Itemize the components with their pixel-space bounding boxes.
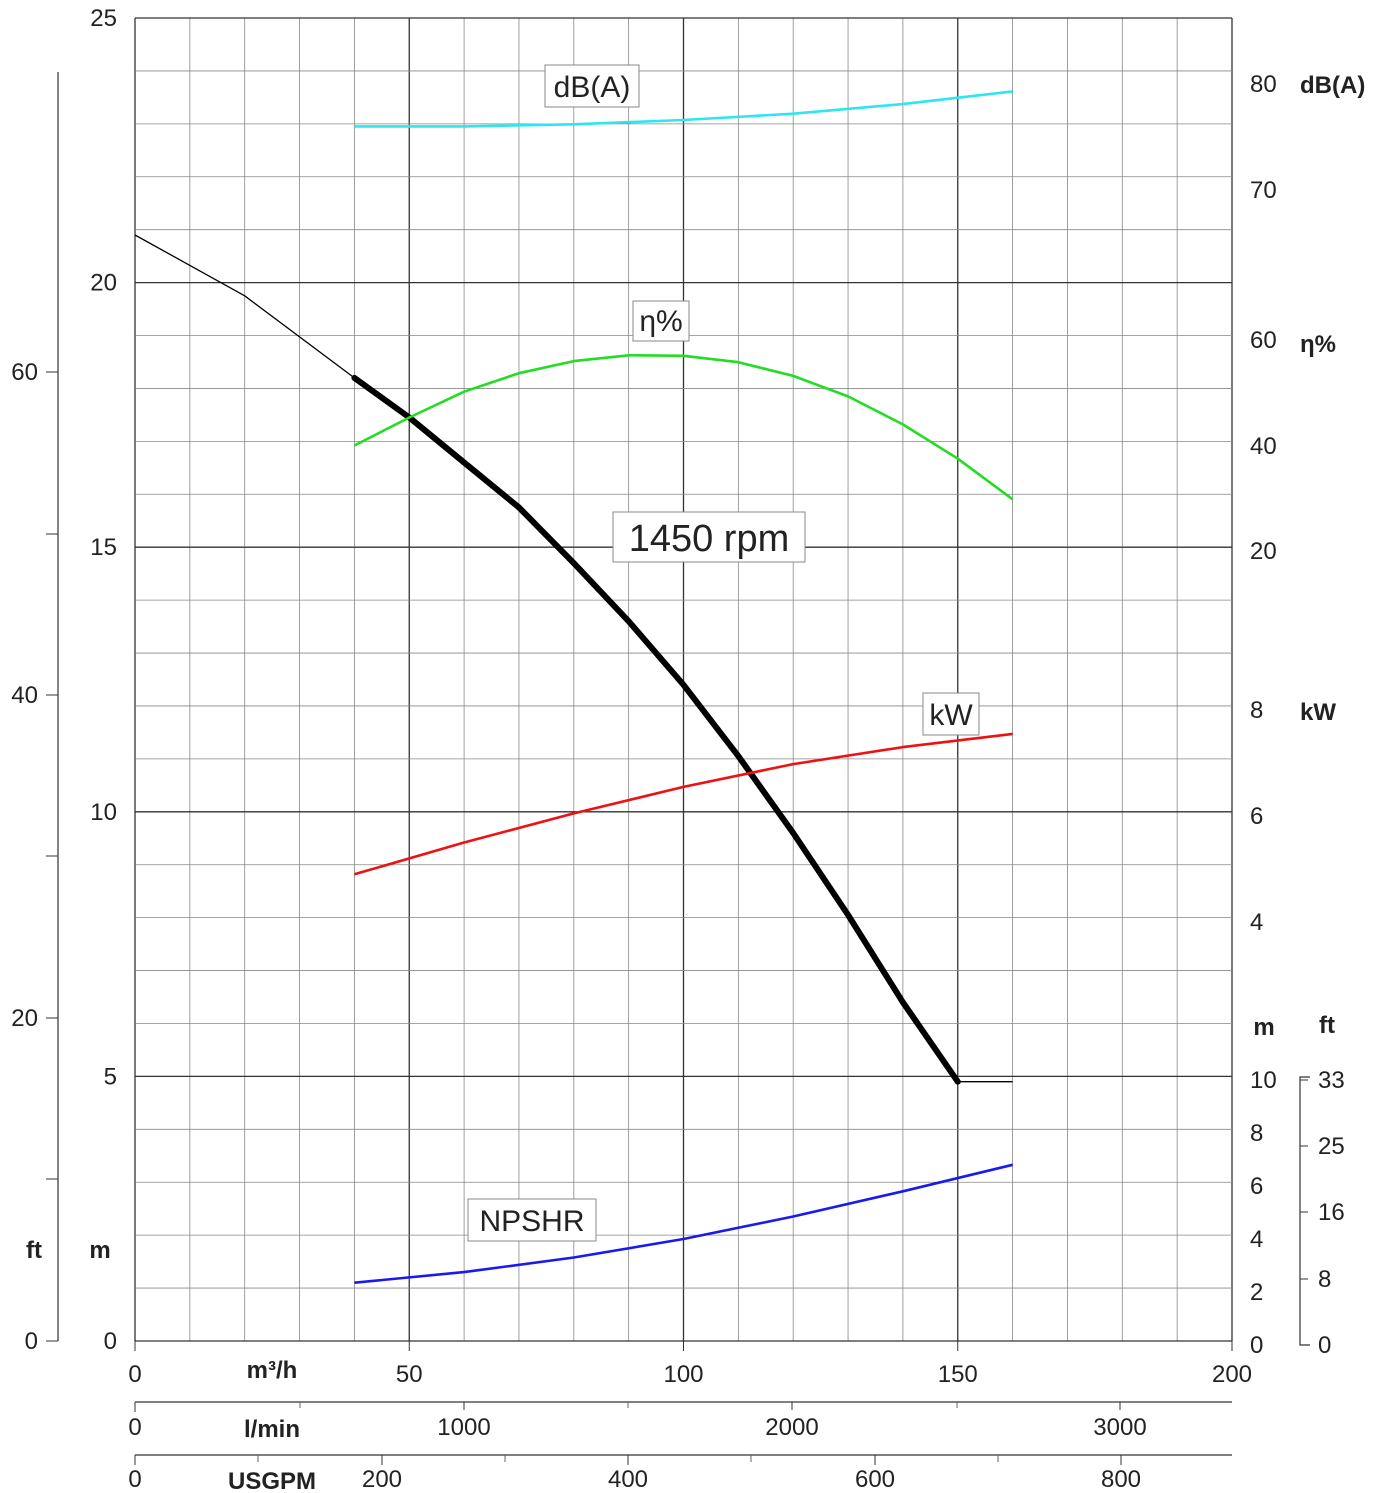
npsh-ft-axis-unit: ft (1319, 1012, 1335, 1039)
db-tick-label: 80 (1250, 71, 1277, 98)
npsh-ft-tick-label: 25 (1318, 1133, 1345, 1160)
speed-label: 1450 rpm (612, 511, 806, 563)
head-m-axis-unit: m (89, 1237, 110, 1264)
db-axis-unit: dB(A) (1300, 72, 1365, 99)
npsh-m-curve (354, 1163, 1013, 1284)
npshr-curve-label-text: NPSHR (479, 1205, 584, 1238)
npsh-m-tick-label: 10 (1250, 1067, 1277, 1094)
head-ft-tick-label: 40 (11, 682, 38, 709)
flow-usgpm-tick-label: 0 (128, 1466, 141, 1493)
head-m-tick-label: 0 (104, 1328, 117, 1355)
npshr-curve-label: NPSHR (467, 1198, 597, 1242)
db-tick-label: 70 (1250, 177, 1277, 204)
npsh-ft-tick-label: 8 (1318, 1266, 1331, 1293)
chart-curves (134, 90, 1014, 1284)
kw-curve (354, 732, 1013, 876)
flow-m3h-tick-label: 0 (128, 1361, 141, 1388)
kw-tick-label: 4 (1250, 909, 1263, 936)
flow-lmin-tick-label: 2000 (765, 1414, 818, 1441)
flow-lmin-tick-label: 1000 (437, 1414, 490, 1441)
db-curve-label-text: dB(A) (554, 71, 631, 104)
kw-tick-label: 8 (1250, 697, 1263, 724)
eff-axis-unit: η% (1300, 331, 1336, 358)
chart-labels: dB(A) η% 1450 rpm kW NPSHR (467, 64, 980, 1242)
kw-tick-label: 6 (1250, 803, 1263, 830)
npsh-m-tick-label: 4 (1250, 1226, 1263, 1253)
db-curve-label: dB(A) (544, 64, 640, 108)
head-ft-tick-label: 0 (25, 1328, 38, 1355)
flow-usgpm-tick-label: 200 (362, 1466, 402, 1493)
npsh-ft-axis-line (1299, 1076, 1310, 1346)
eff-tick-label: 40 (1250, 433, 1277, 460)
flow-usgpm-tick-label: 400 (608, 1466, 648, 1493)
flow-m3h-axis-unit: m³/h (247, 1357, 298, 1384)
eff-tick-label: 20 (1250, 538, 1277, 565)
flow-m3h-tick-label: 50 (396, 1361, 423, 1388)
npsh-ft-tick-label: 0 (1318, 1332, 1331, 1359)
eff-tick-label: 60 (1250, 327, 1277, 354)
head-ft-tick-label: 20 (11, 1005, 38, 1032)
eff-curve (353, 353, 1014, 501)
head-curve-operating-range (351, 374, 961, 1085)
flow-usgpm-axis-unit: USGPM (228, 1468, 316, 1493)
flow-lmin-tick-label: 3000 (1093, 1414, 1146, 1441)
npsh-ft-tick-label: 16 (1318, 1199, 1345, 1226)
flow-usgpm-tick-label: 800 (1101, 1466, 1141, 1493)
head-ft-axis-unit: ft (26, 1237, 42, 1264)
npsh-m-tick-label: 8 (1250, 1120, 1263, 1147)
npsh-m-tick-label: 0 (1250, 1332, 1263, 1359)
npsh-m-tick-label: 2 (1250, 1279, 1263, 1306)
eff-curve-label-text: η% (639, 305, 682, 338)
db-curve (354, 90, 1013, 128)
flow-m3h-tick-label: 100 (663, 1361, 703, 1388)
kw-curve-label-text: kW (929, 699, 973, 732)
flow-usgpm-tick-label: 600 (855, 1466, 895, 1493)
head-m-tick-label: 25 (90, 5, 117, 32)
head-ft-tick-label: 60 (11, 359, 38, 386)
npsh-m-axis-unit: m (1253, 1014, 1274, 1041)
flow-m3h-tick-label: 150 (938, 1361, 978, 1388)
flow-lmin-tick-label: 0 (128, 1414, 141, 1441)
kw-axis-unit: kW (1300, 699, 1336, 726)
npsh-ft-tick-label: 33 (1318, 1067, 1345, 1094)
speed-label-text: 1450 rpm (629, 518, 790, 560)
npsh-m-tick-label: 6 (1250, 1173, 1263, 1200)
head-m-tick-label: 10 (90, 799, 117, 826)
flow-m3h-tick-label: 200 (1212, 1361, 1252, 1388)
head-m-tick-label: 15 (90, 534, 117, 561)
flow-lmin-axis-unit: l/min (244, 1416, 300, 1443)
head-m-tick-label: 5 (104, 1063, 117, 1090)
eff-curve-label: η% (632, 300, 690, 342)
chart-grid (134, 17, 1233, 1342)
head-m-tick-label: 20 (90, 270, 117, 297)
kw-curve-label: kW (922, 692, 980, 736)
